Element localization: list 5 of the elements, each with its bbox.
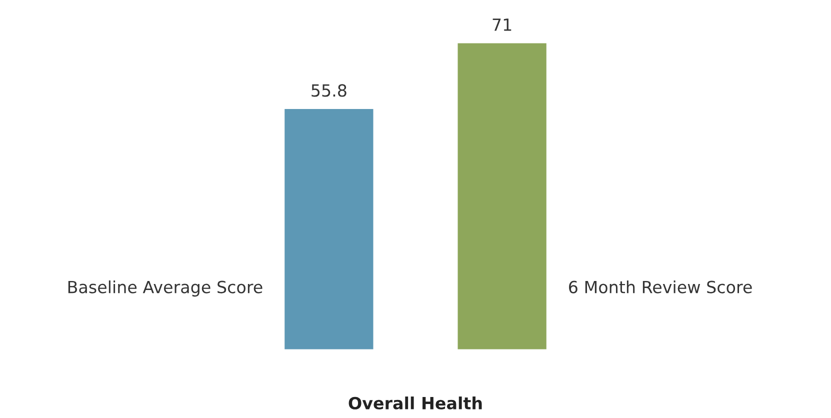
annotation: Baseline Average Score bbox=[68, 280, 262, 297]
data-label: 71 bbox=[492, 18, 512, 31]
annotation: 6 Month Review Score bbox=[569, 280, 752, 294]
data-label: 55.8 bbox=[312, 84, 346, 97]
x-axis-title: Overall Health bbox=[348, 396, 482, 410]
